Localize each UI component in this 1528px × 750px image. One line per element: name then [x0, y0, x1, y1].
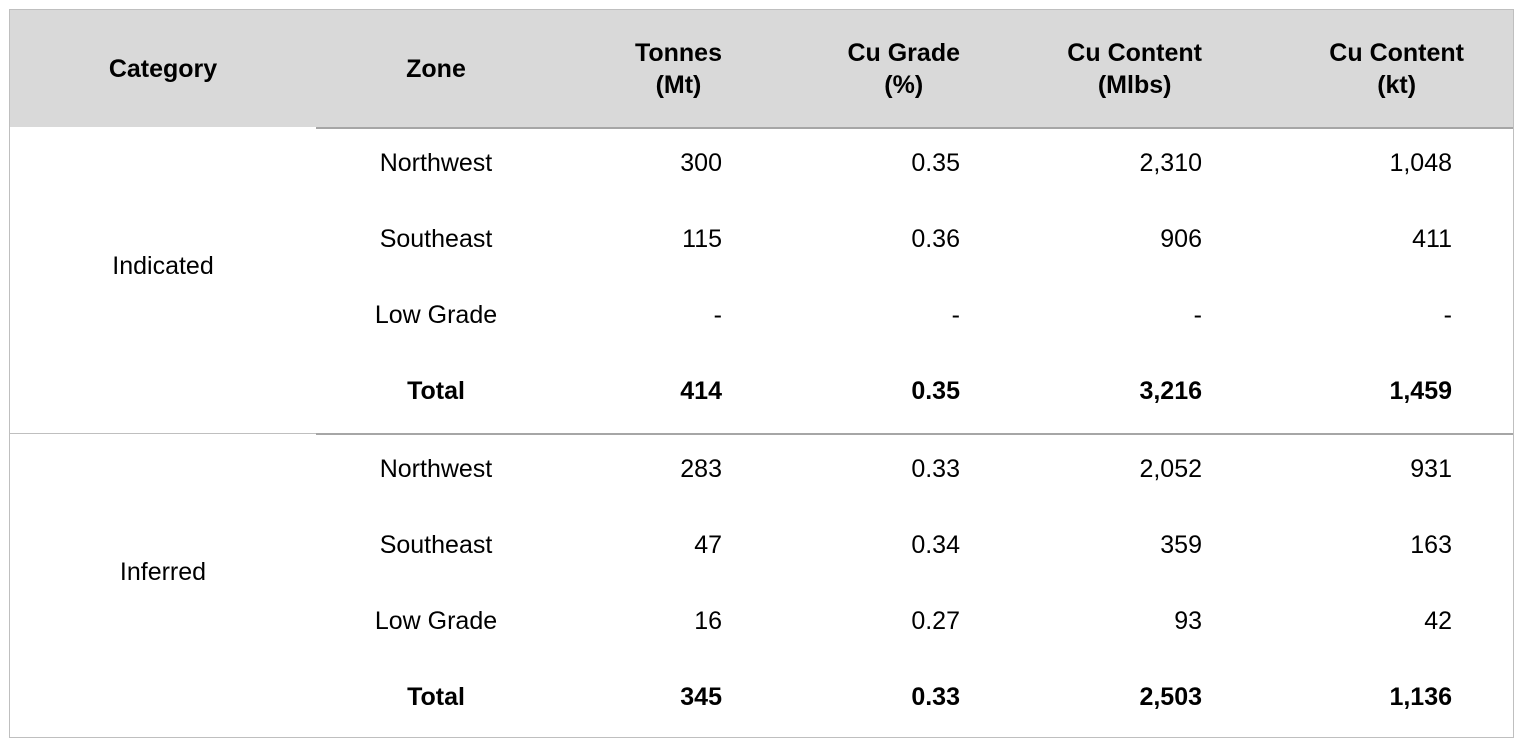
- grade-cell: 0.36: [911, 225, 960, 253]
- header-cu-content-mlbs: Cu Content (Mlbs): [1067, 38, 1202, 99]
- grade-cell: 0.27: [911, 607, 960, 635]
- mlbs-cell: -: [1193, 301, 1202, 329]
- table-row: Low Grade 16 0.27 93 42: [10, 595, 1513, 671]
- mlbs-cell: 2,310: [1139, 149, 1202, 177]
- tonnes-cell: 16: [694, 607, 722, 635]
- category-label: Inferred: [119, 557, 207, 586]
- grade-cell: -: [951, 301, 960, 329]
- tonnes-cell: 345: [680, 683, 722, 711]
- tonnes-cell: 115: [682, 225, 722, 253]
- grade-cell: 0.33: [911, 455, 960, 483]
- kt-cell: 163: [1410, 531, 1452, 559]
- grade-cell: 0.33: [911, 683, 960, 711]
- zone-cell: Northwest: [379, 455, 493, 483]
- kt-cell: 1,459: [1389, 377, 1452, 405]
- section-inferred: Inferred Northwest 283 0.33 2,052 931 So…: [10, 433, 1513, 739]
- tonnes-cell: 414: [680, 377, 722, 405]
- header-tonnes: Tonnes (Mt): [634, 38, 722, 99]
- zone-cell: Southeast: [379, 531, 493, 559]
- zone-cell: Southeast: [379, 225, 493, 253]
- kt-cell: 1,048: [1389, 149, 1452, 177]
- table-header: Category Zone Tonnes (Mt) Cu Grade (%) C…: [10, 10, 1513, 127]
- grade-cell: 0.35: [911, 377, 960, 405]
- mlbs-cell: 359: [1160, 531, 1202, 559]
- tonnes-cell: 300: [680, 149, 722, 177]
- zone-cell: Total: [407, 377, 465, 405]
- grade-cell: 0.35: [911, 149, 960, 177]
- zone-cell: Low Grade: [374, 301, 498, 329]
- zone-cell: Low Grade: [374, 607, 498, 635]
- table-row: Northwest 283 0.33 2,052 931: [10, 443, 1513, 519]
- section-indicated: Indicated Northwest 300 0.35 2,310 1,048…: [10, 127, 1513, 433]
- table-row: Northwest 300 0.35 2,310 1,048: [10, 137, 1513, 213]
- resource-table: Category Zone Tonnes (Mt) Cu Grade (%) C…: [9, 9, 1514, 738]
- category-label: Indicated: [112, 251, 214, 280]
- zone-cell: Northwest: [379, 149, 493, 177]
- mlbs-cell: 2,503: [1139, 683, 1202, 711]
- kt-cell: 931: [1410, 455, 1452, 483]
- zone-cell: Total: [407, 683, 465, 711]
- total-row: Total 345 0.33 2,503 1,136: [10, 671, 1513, 747]
- tonnes-cell: 283: [680, 455, 722, 483]
- mlbs-cell: 2,052: [1139, 455, 1202, 483]
- header-cu-grade: Cu Grade (%): [847, 38, 960, 99]
- tonnes-cell: 47: [694, 531, 722, 559]
- table-row: Southeast 115 0.36 906 411: [10, 213, 1513, 289]
- kt-cell: -: [1443, 301, 1452, 329]
- kt-cell: 411: [1412, 225, 1452, 253]
- kt-cell: 1,136: [1389, 683, 1452, 711]
- header-category: Category: [108, 54, 218, 83]
- kt-cell: 42: [1424, 607, 1452, 635]
- mlbs-cell: 906: [1160, 225, 1202, 253]
- category-divider: [10, 433, 316, 434]
- section-top-line: [316, 433, 1513, 435]
- section-top-line: [316, 127, 1513, 129]
- total-row: Total 414 0.35 3,216 1,459: [10, 365, 1513, 441]
- table-row: Southeast 47 0.34 359 163: [10, 519, 1513, 595]
- mlbs-cell: 3,216: [1139, 377, 1202, 405]
- tonnes-cell: -: [713, 301, 722, 329]
- header-cu-content-kt: Cu Content (kt): [1329, 38, 1464, 99]
- table-row: Low Grade - - - -: [10, 289, 1513, 365]
- header-zone: Zone: [406, 54, 466, 83]
- mlbs-cell: 93: [1174, 607, 1202, 635]
- grade-cell: 0.34: [911, 531, 960, 559]
